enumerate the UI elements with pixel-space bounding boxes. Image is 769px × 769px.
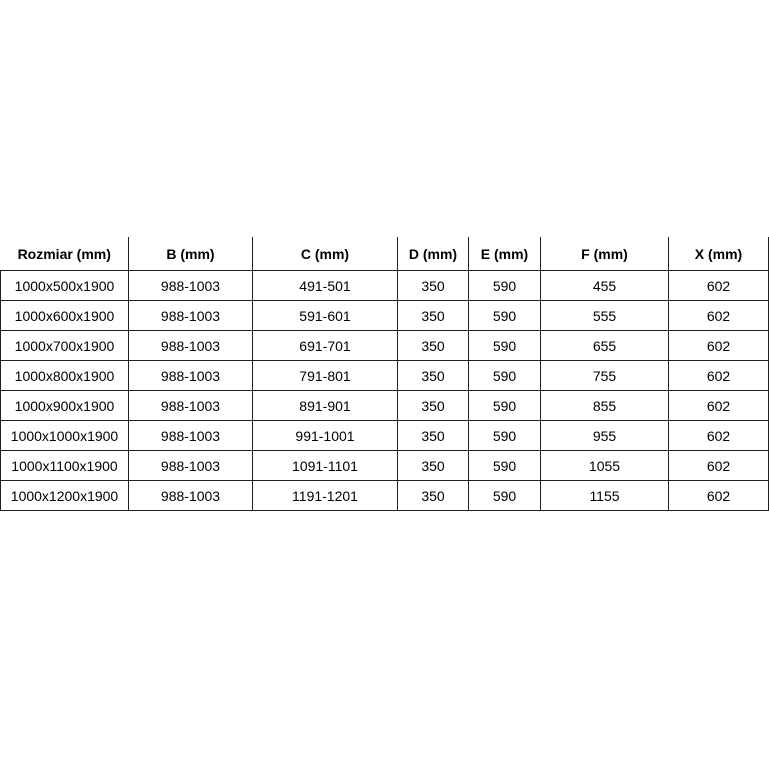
table-cell: 855 — [540, 390, 669, 421]
table-cell: 350 — [397, 480, 469, 511]
table-cell: 590 — [468, 450, 541, 481]
table-cell: 755 — [540, 360, 669, 391]
column-header: X (mm) — [668, 237, 769, 271]
table-cell: 988-1003 — [128, 270, 253, 301]
table-cell: 455 — [540, 270, 669, 301]
column-header: D (mm) — [397, 237, 469, 271]
table-cell: 1000x800x1900 — [0, 360, 129, 391]
table-cell: 1000x600x1900 — [0, 300, 129, 331]
table-cell: 590 — [468, 300, 541, 331]
table-cell: 1000x1200x1900 — [0, 480, 129, 511]
table-cell: 1155 — [540, 480, 669, 511]
table-cell: 602 — [668, 330, 769, 361]
table-cell: 1000x1100x1900 — [0, 450, 129, 481]
table-cell: 590 — [468, 390, 541, 421]
column-header: F (mm) — [540, 237, 669, 271]
table-row: 1000x900x1900 988-1003 891-901 350 590 855 602 — [0, 390, 769, 421]
table-cell: 988-1003 — [128, 330, 253, 361]
table-cell: 602 — [668, 360, 769, 391]
table-cell: 590 — [468, 270, 541, 301]
table-cell: 955 — [540, 420, 669, 451]
table-row: 1000x800x1900 988-1003 791-801 350 590 755 602 — [0, 360, 769, 391]
column-header: B (mm) — [128, 237, 253, 271]
table-cell: 591-601 — [252, 300, 398, 331]
table-row: 1000x1200x1900 988-1003 1191-1201 350 590 115… — [0, 480, 769, 511]
table-cell: 590 — [468, 330, 541, 361]
table-cell: 602 — [668, 450, 769, 481]
table-cell: 1000x700x1900 — [0, 330, 129, 361]
table-cell: 491-501 — [252, 270, 398, 301]
table-cell: 988-1003 — [128, 390, 253, 421]
table-cell: 350 — [397, 390, 469, 421]
table-cell: 350 — [397, 270, 469, 301]
column-header: E (mm) — [468, 237, 541, 271]
table-body: 1000x500x1900 988-1003 491-501 350 590 455 602… — [0, 270, 769, 511]
table-cell: 590 — [468, 360, 541, 391]
table-cell: 1000x1000x1900 — [0, 420, 129, 451]
table-row: 1000x1000x1900 988-1003 991-1001 350 590 955 6… — [0, 420, 769, 451]
table-cell: 602 — [668, 270, 769, 301]
table-cell: 1191-1201 — [252, 480, 398, 511]
table-cell: 350 — [397, 420, 469, 451]
table-cell: 1000x900x1900 — [0, 390, 129, 421]
table-cell: 1091-1101 — [252, 450, 398, 481]
table-cell: 602 — [668, 390, 769, 421]
table-header-row: Rozmiar (mm) B (mm) C (mm) D (mm) E (mm) F (m… — [0, 237, 769, 271]
table-cell: 988-1003 — [128, 360, 253, 391]
table-cell: 350 — [397, 330, 469, 361]
table-cell: 602 — [668, 420, 769, 451]
table-row: 1000x500x1900 988-1003 491-501 350 590 455 602 — [0, 270, 769, 301]
table-cell: 1055 — [540, 450, 669, 481]
column-header: C (mm) — [252, 237, 398, 271]
table-row: 1000x1100x1900 988-1003 1091-1101 350 590 105… — [0, 450, 769, 481]
table-cell: 655 — [540, 330, 669, 361]
table-cell: 350 — [397, 360, 469, 391]
table-cell: 988-1003 — [128, 420, 253, 451]
column-header: Rozmiar (mm) — [0, 237, 129, 271]
table-cell: 1000x500x1900 — [0, 270, 129, 301]
spec-table: Rozmiar (mm) B (mm) C (mm) D (mm) E (mm) F (m… — [0, 237, 769, 511]
table-row: 1000x700x1900 988-1003 691-701 350 590 655 602 — [0, 330, 769, 361]
table-cell: 991-1001 — [252, 420, 398, 451]
table-cell: 988-1003 — [128, 450, 253, 481]
table-cell: 590 — [468, 420, 541, 451]
table-cell: 988-1003 — [128, 480, 253, 511]
table-cell: 891-901 — [252, 390, 398, 421]
table-cell: 691-701 — [252, 330, 398, 361]
table-cell: 988-1003 — [128, 300, 253, 331]
table-row: 1000x600x1900 988-1003 591-601 350 590 555 602 — [0, 300, 769, 331]
table-cell: 590 — [468, 480, 541, 511]
table-cell: 350 — [397, 300, 469, 331]
table-cell: 602 — [668, 480, 769, 511]
table-cell: 350 — [397, 450, 469, 481]
table-cell: 602 — [668, 300, 769, 331]
table-cell: 791-801 — [252, 360, 398, 391]
table-cell: 555 — [540, 300, 669, 331]
